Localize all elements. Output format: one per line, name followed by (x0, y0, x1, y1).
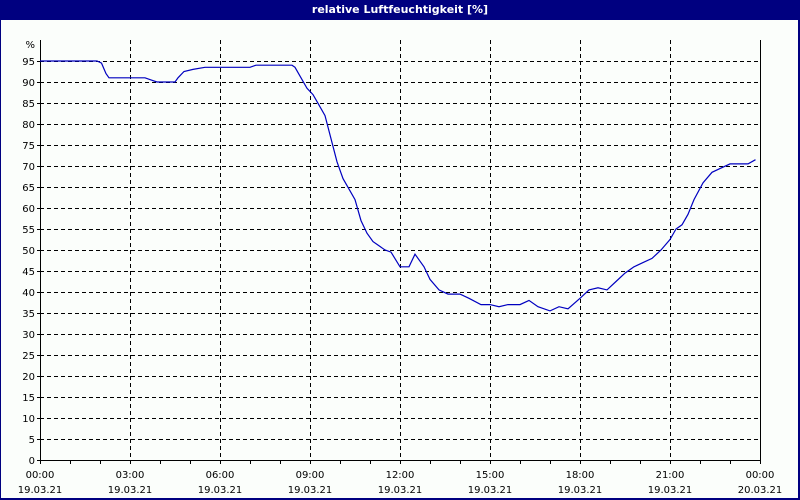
x-tick-date: 19.03.21 (18, 485, 63, 496)
y-tick-label: 0 (29, 456, 35, 467)
y-tick-label: 20 (22, 372, 35, 383)
y-tick-label: 15 (22, 393, 35, 404)
y-tick-label: 80 (22, 120, 35, 131)
y-tick-label: 65 (22, 183, 35, 194)
y-tick-label: 40 (22, 288, 35, 299)
y-tick-label: 5 (29, 435, 35, 446)
y-tick-label: 95 (22, 57, 35, 68)
y-tick-label: 10 (22, 414, 35, 425)
x-tick-time: 18:00 (566, 470, 595, 481)
y-tick-label: 70 (22, 162, 35, 173)
y-tick-label: 75 (22, 141, 35, 152)
humidity-series-line (40, 60, 756, 312)
y-tick-label: 55 (22, 225, 35, 236)
x-tick-date: 20.03.21 (738, 485, 783, 496)
x-tick-time: 06:00 (206, 470, 235, 481)
y-unit-label: % (25, 40, 35, 51)
x-tick-time: 00:00 (746, 470, 775, 481)
y-tick-label: 25 (22, 351, 35, 362)
x-tick-time: 15:00 (476, 470, 505, 481)
x-tick-date: 19.03.21 (108, 485, 153, 496)
x-tick-time: 03:00 (116, 470, 145, 481)
x-tick-date: 19.03.21 (378, 485, 423, 496)
y-tick-label: 90 (22, 78, 35, 89)
x-tick-date: 19.03.21 (198, 485, 243, 496)
x-tick-date: 19.03.21 (558, 485, 603, 496)
x-tick-time: 00:00 (26, 470, 55, 481)
x-tick-time: 21:00 (656, 470, 685, 481)
y-tick-label: 30 (22, 330, 35, 341)
y-tick-label: 50 (22, 246, 35, 257)
x-tick-time: 09:00 (296, 470, 325, 481)
y-tick-label: 85 (22, 99, 35, 110)
x-tick-time: 12:00 (386, 470, 415, 481)
chart-title: relative Luftfeuchtigkeit [%] (0, 0, 800, 20)
x-tick-date: 19.03.21 (468, 485, 513, 496)
y-tick-label: 35 (22, 309, 35, 320)
y-tick-label: 60 (22, 204, 35, 215)
x-tick-date: 19.03.21 (288, 485, 333, 496)
y-tick-label: 45 (22, 267, 35, 278)
x-tick-date: 19.03.21 (648, 485, 693, 496)
